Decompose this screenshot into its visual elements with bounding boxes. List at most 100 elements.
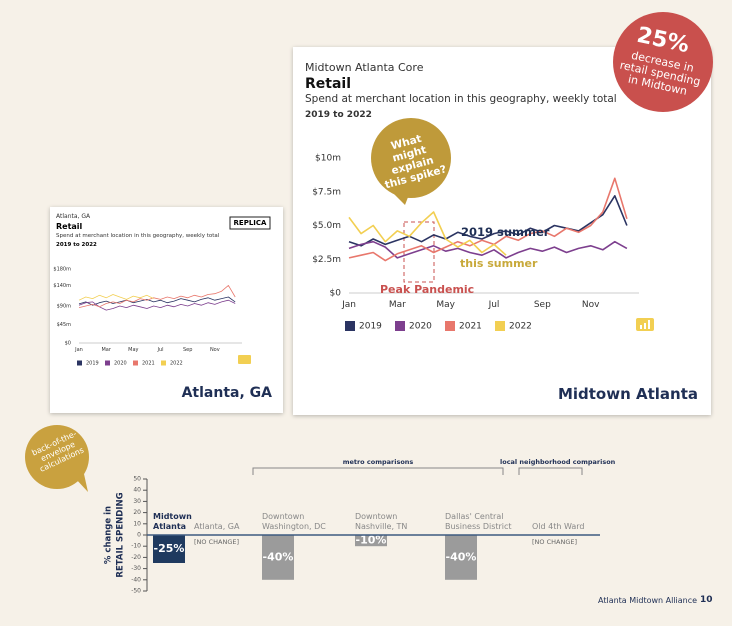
x-tick-label: Jan <box>74 347 83 353</box>
series-line <box>78 296 236 306</box>
series-line <box>78 285 236 308</box>
bars-icon-small <box>238 355 251 364</box>
annotation-2019: 2019 summer <box>461 225 550 239</box>
series-line <box>78 294 154 301</box>
legend-swatch <box>77 360 82 366</box>
card-period: 2019 to 2022 <box>305 110 372 120</box>
value-label: -10% <box>356 534 387 547</box>
category-label: Downtown Nashville, TN <box>355 512 408 531</box>
legend-label: 2022 <box>170 361 183 367</box>
legend-swatch <box>133 360 138 366</box>
y-tick-label: $5.0m <box>312 221 341 231</box>
card-caption: Midtown Atlanta <box>557 385 698 403</box>
legend-label: 2019 <box>86 361 99 367</box>
bar <box>445 535 477 580</box>
series-line <box>348 211 507 256</box>
series-line <box>348 177 628 262</box>
legend-swatch <box>495 321 505 331</box>
y-tick-label: $0 <box>330 289 342 299</box>
question-bubble <box>371 118 451 198</box>
y-tick-label: 50 <box>133 476 141 483</box>
y-axis-label: RETAIL SPENDING <box>116 492 126 577</box>
legend-swatch <box>445 321 455 331</box>
y-tick-label: -40 <box>131 576 141 583</box>
bar <box>262 535 294 580</box>
y-tick-label: -50 <box>131 588 141 595</box>
series-line <box>348 195 628 247</box>
value-label: -25% <box>154 542 185 555</box>
x-tick-label: Jul <box>488 300 500 310</box>
category-label: Downtown Washington, DC <box>262 512 326 531</box>
y-tick-label: $45m <box>57 322 72 328</box>
x-tick-label: Nov <box>210 347 220 353</box>
y-tick-label: $140m <box>53 283 71 289</box>
group-label: metro comparisons <box>342 458 414 466</box>
y-tick-label: 10 <box>133 520 141 527</box>
x-tick-label: Sep <box>183 347 192 353</box>
y-tick-label: $180m <box>53 267 71 273</box>
x-tick-label: Mar <box>389 300 406 310</box>
replica-label: REPLICA <box>233 219 267 227</box>
y-tick-label: $0 <box>65 341 71 347</box>
footer-text: Atlanta Midtown Alliance <box>598 596 698 605</box>
category-label: Old 4th Ward <box>532 522 585 531</box>
small-title: Retail <box>56 222 83 231</box>
stat-circle <box>613 12 713 112</box>
y-tick-label: $90m <box>57 304 72 310</box>
card-supertitle: Midtown Atlanta Core <box>305 61 424 74</box>
x-tick-label: Sep <box>534 300 551 310</box>
legend-label: 2022 <box>509 322 532 332</box>
legend-label: 2021 <box>142 361 155 367</box>
x-tick-label: Jan <box>341 300 356 310</box>
group-label: local neighborhood comparison <box>500 458 616 466</box>
x-tick-label: May <box>128 347 138 353</box>
x-tick-label: Mar <box>101 347 111 353</box>
value-label: [NO CHANGE] <box>532 538 577 546</box>
legend-swatch <box>345 321 355 331</box>
card-title: Retail <box>305 76 352 92</box>
small-caption: Atlanta, GA <box>181 385 272 401</box>
x-tick-label: Nov <box>582 300 600 310</box>
metro-bracket <box>252 467 504 475</box>
legend-swatch <box>105 360 110 366</box>
y-tick-label: -20 <box>131 554 141 561</box>
local-bracket <box>518 467 583 475</box>
category-label: Dallas' Central Business District <box>445 512 512 531</box>
pandemic-box <box>403 221 435 283</box>
value-label: -40% <box>446 550 477 563</box>
x-tick-label: May <box>436 300 455 310</box>
legend-label: 2019 <box>359 322 382 332</box>
small-period: 2019 to 2022 <box>56 242 97 248</box>
small-supertitle: Atlanta, GA <box>56 213 91 220</box>
legend-label: 2021 <box>459 322 482 332</box>
small-subtitle: Spend at merchant location in this geogr… <box>56 233 220 239</box>
legend-swatch <box>395 321 405 331</box>
y-tick-label: $7.5m <box>312 187 341 197</box>
small-card <box>50 207 283 413</box>
series-line <box>348 240 628 259</box>
y-tick-label: $2.5m <box>312 255 341 265</box>
bars-icon-inner <box>640 320 650 329</box>
value-label: [NO CHANGE] <box>194 538 239 546</box>
category-label: Midtown Atlanta <box>153 512 192 531</box>
y-tick-label: 40 <box>133 487 141 494</box>
page-number: 10 <box>700 595 713 605</box>
legend-swatch <box>161 360 166 366</box>
x-tick-label: Jul <box>156 347 163 353</box>
y-tick-label: 0 <box>137 532 141 539</box>
bar <box>355 535 387 547</box>
y-tick-label: 30 <box>133 498 141 505</box>
note-bubble <box>25 425 89 489</box>
card-subtitle: Spend at merchant location in this geogr… <box>305 93 617 105</box>
y-tick-label: -10 <box>131 543 141 550</box>
category-label: Atlanta, GA <box>194 522 240 531</box>
y-tick-label: $10m <box>315 154 341 164</box>
replica-badge <box>229 216 271 230</box>
y-tick-label: -30 <box>131 565 141 572</box>
value-label: -40% <box>263 550 294 563</box>
annotation-pandemic: Peak Pandemic <box>380 283 475 296</box>
legend-label: 2020 <box>114 361 127 367</box>
legend-label: 2020 <box>409 322 432 332</box>
